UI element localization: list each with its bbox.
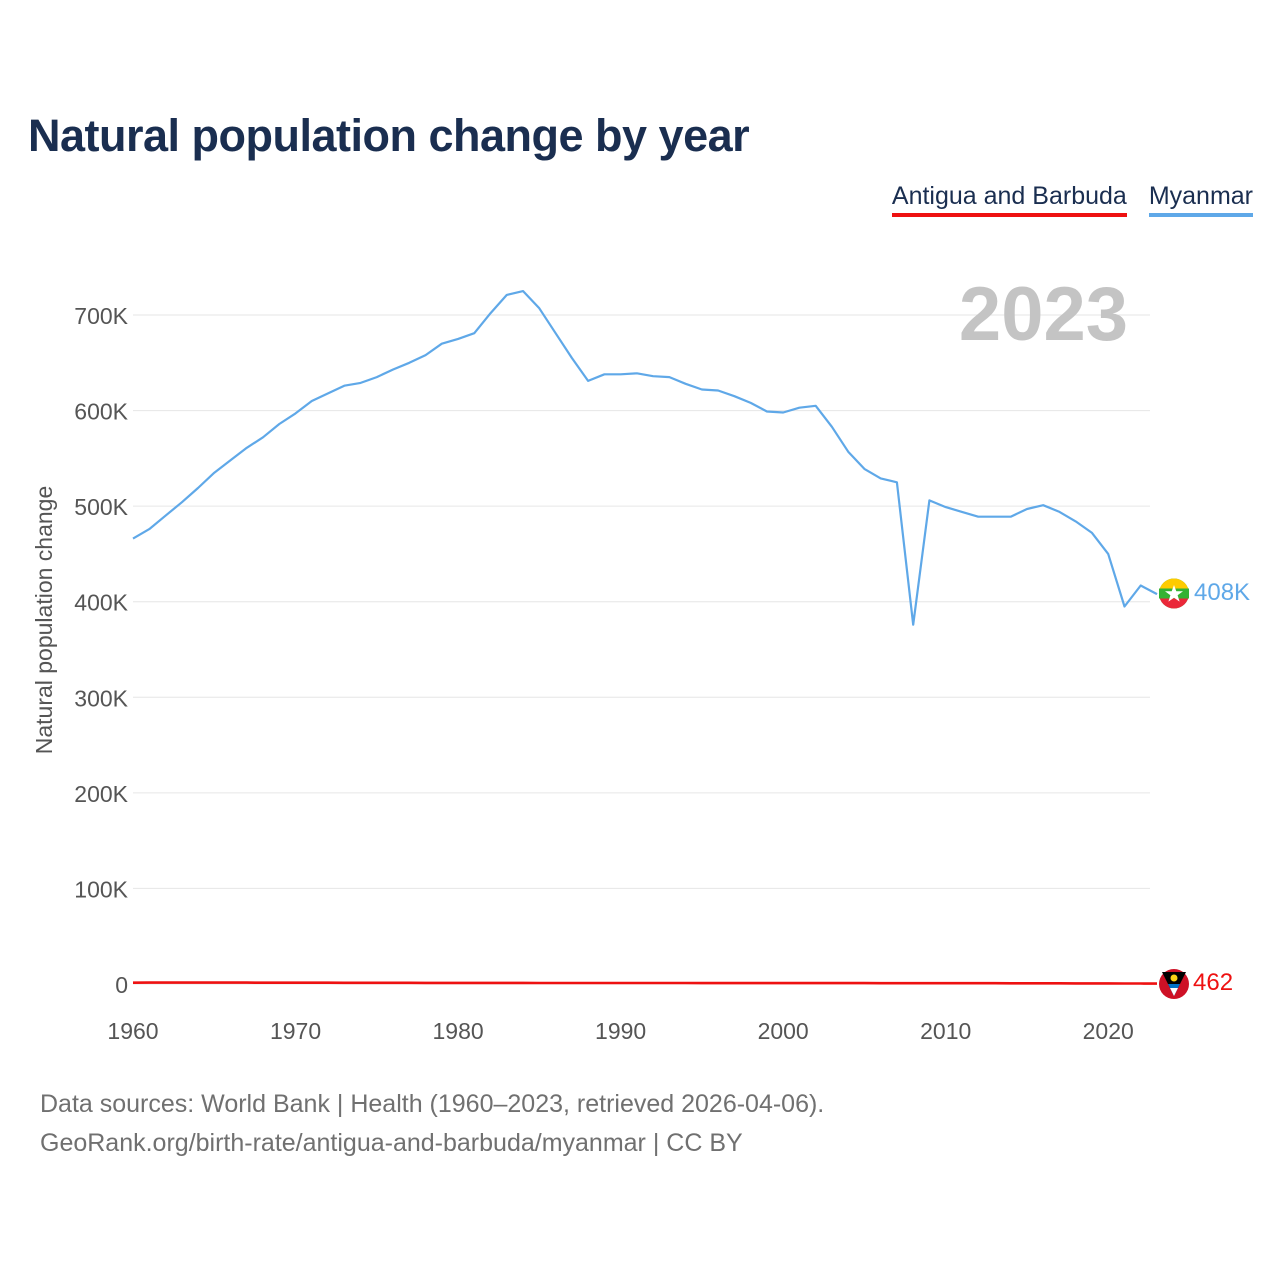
myanmar-flag-icon	[1159, 578, 1189, 609]
footer-sources: Data sources: World Bank | Health (1960–…	[40, 1090, 825, 1118]
series-line-myanmar	[132, 290, 1158, 626]
y-tick-label: 200K	[74, 781, 128, 807]
y-tick-label: 300K	[74, 685, 128, 711]
x-tick-label: 2010	[920, 1018, 971, 1044]
y-axis-ticks: 0 100K 200K 300K 400K 500K 600K 700K	[74, 303, 128, 998]
y-tick-label: 0	[115, 972, 128, 998]
series-layer	[132, 290, 1158, 985]
y-tick-label: 400K	[74, 590, 128, 616]
footer: Data sources: World Bank | Health (1960–…	[40, 1085, 824, 1163]
antigua-flag-icon	[1159, 969, 1189, 999]
x-tick-label: 1990	[595, 1018, 646, 1044]
y-tick-label: 500K	[74, 494, 128, 520]
x-tick-label: 1970	[270, 1018, 321, 1044]
footer-attribution: GeoRank.org/birth-rate/antigua-and-barbu…	[40, 1129, 743, 1157]
x-tick-label: 1980	[432, 1018, 483, 1044]
gridlines	[133, 314, 1150, 985]
x-tick-label: 1960	[107, 1018, 158, 1044]
y-tick-label: 700K	[74, 303, 128, 329]
year-watermark: 2023	[959, 272, 1128, 357]
myanmar-end-label: 408K	[1194, 579, 1250, 606]
x-axis-ticks: 1960 1970 1980 1990 2000 2010 2020	[107, 1018, 1133, 1044]
chart-title: Natural population change by year	[28, 110, 750, 161]
y-axis-label: Natural population change	[31, 486, 57, 755]
y-tick-label: 600K	[74, 399, 128, 425]
x-tick-label: 2000	[758, 1018, 809, 1044]
antigua-end-label: 462	[1193, 969, 1233, 996]
legend: Antigua and Barbuda Myanmar	[891, 182, 1253, 217]
legend-item-myanmar[interactable]: Myanmar	[1148, 182, 1253, 217]
x-tick-label: 2020	[1083, 1018, 1134, 1044]
legend-item-antigua-and-barbuda[interactable]: Antigua and Barbuda	[891, 182, 1127, 217]
y-tick-label: 100K	[74, 876, 128, 902]
series-line-antigua-and-barbuda	[132, 981, 1158, 985]
